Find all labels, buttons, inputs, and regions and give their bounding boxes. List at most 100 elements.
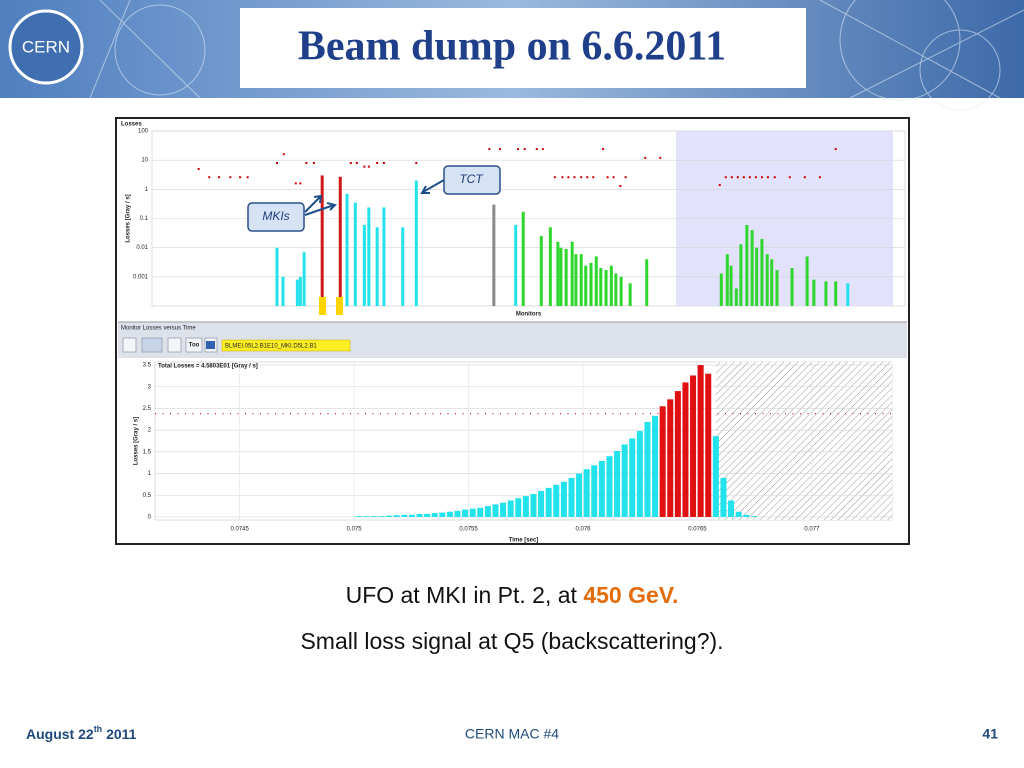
bar [770,259,774,306]
threshold-dot [573,176,576,179]
footer-date-sup: th [94,724,103,734]
threshold-dot [619,185,622,188]
chart-title: Losses [121,122,142,128]
bar [790,268,794,306]
bar [725,254,729,306]
bar [609,265,613,306]
threshold-dot [586,176,589,179]
bar [574,254,578,306]
callout-box [247,202,305,232]
bar [564,249,568,306]
y-tick-label: 0.01 [136,245,148,251]
bar [295,279,299,306]
threshold-dot [644,156,647,159]
threshold-dot [382,161,385,164]
body-text: UFO at MKI in Pt. 2, at [346,582,584,608]
x-axis-label: Time [sec] [509,538,539,544]
bar [507,500,514,517]
bar [760,238,764,306]
x-tick-label: 0.077 [804,527,820,533]
threshold-dot [754,176,757,179]
bar [697,365,704,517]
toolbar-button[interactable]: Too [189,343,200,349]
bar [469,508,476,517]
bar [302,252,306,306]
bar [719,273,723,306]
bar [431,513,438,517]
bar [728,500,735,517]
callout-box [443,165,501,195]
bar [353,202,357,306]
bar [734,288,738,306]
bar [636,431,643,517]
threshold-dot [299,182,302,185]
y-tick-label: 0.1 [140,216,149,222]
bar [589,262,593,306]
threshold-dot [498,148,501,151]
footer-page: 41 [982,726,998,742]
y-tick-label: 10 [141,158,148,164]
threshold-dot [197,167,200,170]
bar [530,493,537,517]
bar [281,276,285,306]
threshold-dot [541,148,544,151]
bar [382,207,386,306]
y-tick-label: 100 [138,129,149,135]
threshold-dot [580,176,583,179]
bar [500,502,507,517]
threshold-dot [773,176,776,179]
x-tick-label: 0.0765 [688,527,707,533]
bar [805,256,809,306]
bar [652,415,659,517]
bar [690,375,697,517]
panel-title: Monitor Losses versus Time [121,326,196,332]
y-tick-label: 2 [148,428,152,434]
bar [645,259,649,306]
selection-text: BLMEI.05L2.B1E10_MKI.D5L2.B1 [225,344,317,350]
bar [484,506,491,517]
bar [750,230,754,306]
y-tick-label: 2.5 [143,406,152,412]
bar [594,256,598,306]
bar [598,460,605,517]
threshold-dot [376,161,379,164]
x-tick-label: 0.0755 [459,527,478,533]
header-decoration [89,0,1024,111]
save-icon[interactable] [206,341,215,349]
bar [393,515,400,517]
threshold-dot [305,161,308,164]
bar [355,516,362,517]
bar [846,283,850,306]
threshold-dot [818,176,821,179]
toolbar-icons [122,337,218,353]
bar [538,490,545,517]
bar [454,510,461,517]
y-tick-label: 1 [148,471,152,477]
bar [298,276,302,306]
bar [545,487,552,517]
bar [720,477,727,517]
threshold-dot [602,148,605,151]
bar [401,227,405,306]
bar [712,436,719,517]
bar [629,438,636,517]
body-line: UFO at MKI in Pt. 2, at 450 GeV. [346,582,679,608]
threshold-dot [567,176,570,179]
threshold-dot [788,176,791,179]
footer-year: 2011 [102,726,136,742]
slide-title: Beam dump on 6.6.2011 [298,24,726,70]
y-tick-label: 1 [145,187,149,193]
selection-box[interactable] [221,339,351,352]
y-axis-label: Losses [Gray / s] [134,417,140,465]
threshold-dot [363,165,366,168]
bar [362,224,366,306]
bar [834,281,838,306]
bar [556,241,560,306]
threshold-dot [415,161,418,164]
threshold-dot [553,176,556,179]
threshold-dot [312,161,315,164]
bar [522,496,529,517]
bar [386,515,393,517]
bar [408,514,415,517]
bar [599,268,603,306]
